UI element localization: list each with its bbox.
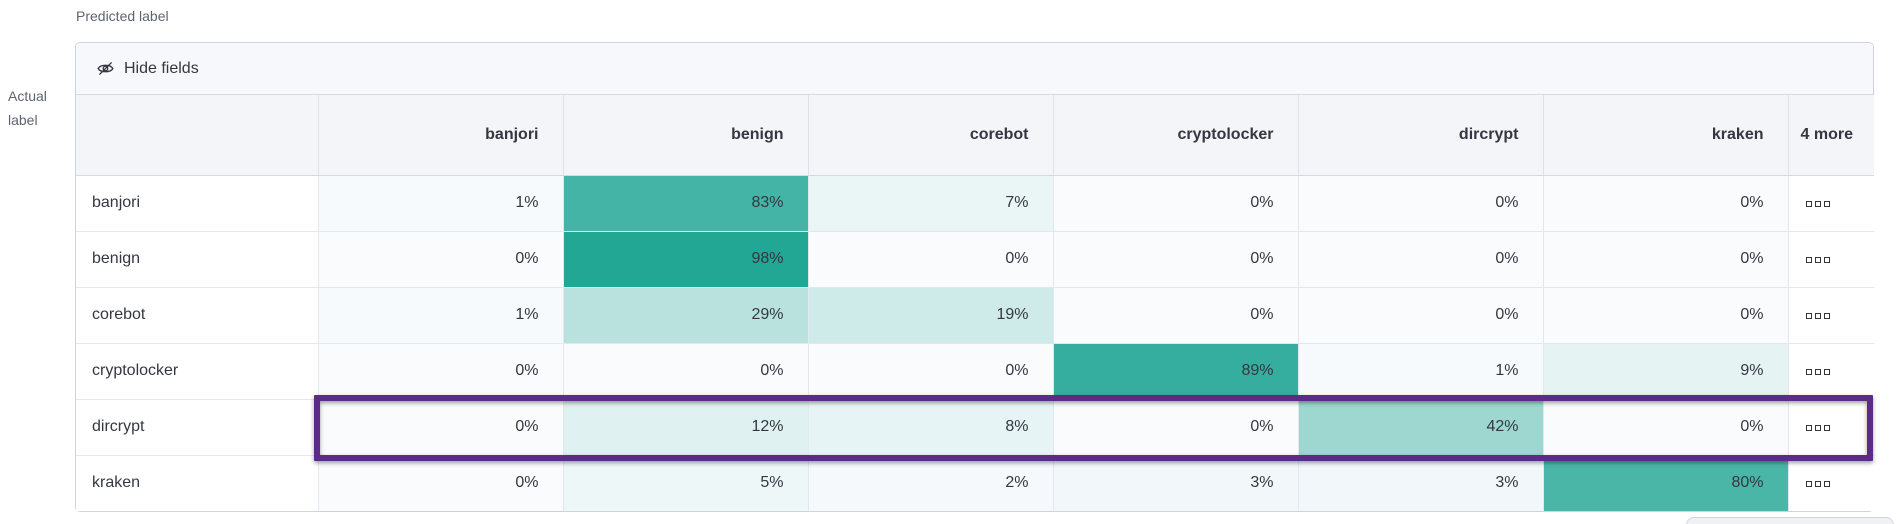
cell-kraken-kraken[interactable]: 80% — [1543, 455, 1789, 511]
column-header-banjori[interactable]: banjori — [318, 95, 564, 176]
cell-banjori-dircrypt[interactable]: 0% — [1298, 175, 1544, 232]
more-cell — [1788, 175, 1874, 232]
row-actions-button[interactable] — [1802, 477, 1834, 491]
column-header-kraken[interactable]: kraken — [1543, 95, 1789, 176]
cell-dircrypt-banjori[interactable]: 0% — [318, 399, 564, 456]
table-row-corebot: corebot 1% 29% 19% 0% 0% 0% — [76, 287, 1874, 344]
cell-kraken-banjori[interactable]: 0% — [318, 455, 564, 511]
cell-banjori-cryptolocker[interactable]: 0% — [1053, 175, 1299, 232]
cell-cryptolocker-cryptolocker[interactable]: 89% — [1053, 343, 1299, 400]
cell-kraken-corebot[interactable]: 2% — [808, 455, 1054, 511]
cell-kraken-dircrypt[interactable]: 3% — [1298, 455, 1544, 511]
cell-benign-cryptolocker[interactable]: 0% — [1053, 231, 1299, 288]
column-header-benign[interactable]: benign — [563, 95, 809, 176]
cell-kraken-benign[interactable]: 5% — [563, 455, 809, 511]
cell-banjori-benign[interactable]: 83% — [563, 175, 809, 232]
row-label-banjori[interactable]: banjori — [76, 175, 319, 232]
column-header-cryptolocker[interactable]: cryptolocker — [1053, 95, 1299, 176]
cell-cryptolocker-banjori[interactable]: 0% — [318, 343, 564, 400]
cell-corebot-cryptolocker[interactable]: 0% — [1053, 287, 1299, 344]
corner-cell — [76, 95, 319, 176]
cell-kraken-cryptolocker[interactable]: 3% — [1053, 455, 1299, 511]
cell-corebot-kraken[interactable]: 0% — [1543, 287, 1789, 344]
more-cell — [1788, 287, 1874, 344]
cell-cryptolocker-kraken[interactable]: 9% — [1543, 343, 1789, 400]
cell-banjori-kraken[interactable]: 0% — [1543, 175, 1789, 232]
hide-fields-button[interactable]: Hide fields — [90, 55, 205, 82]
actual-axis-label-line1: Actual — [8, 88, 47, 104]
grid-toolbar: Hide fields — [76, 43, 1873, 95]
cell-cryptolocker-corebot[interactable]: 0% — [808, 343, 1054, 400]
column-header-dircrypt[interactable]: dircrypt — [1298, 95, 1544, 176]
row-label-kraken[interactable]: kraken — [76, 455, 319, 511]
table-row-cryptolocker: cryptolocker 0% 0% 0% 89% 1% 9% — [76, 343, 1874, 400]
table-row-dircrypt: dircrypt 0% 12% 8% 0% 42% 0% — [76, 399, 1874, 456]
row-actions-button[interactable] — [1802, 421, 1834, 435]
data-grid-panel: Hide fields banjori benign corebot cryptolo… — [75, 42, 1874, 512]
row-label-dircrypt[interactable]: dircrypt — [76, 399, 319, 456]
cell-corebot-corebot[interactable]: 19% — [808, 287, 1054, 344]
actual-axis-label: Actual label — [8, 84, 68, 132]
row-actions-button[interactable] — [1802, 309, 1834, 323]
more-cell — [1788, 399, 1874, 456]
cell-benign-dircrypt[interactable]: 0% — [1298, 231, 1544, 288]
row-actions-button[interactable] — [1802, 197, 1834, 211]
boxes-horizontal-icon — [1805, 369, 1830, 375]
cell-benign-banjori[interactable]: 0% — [318, 231, 564, 288]
cell-benign-kraken[interactable]: 0% — [1543, 231, 1789, 288]
table-row-benign: benign 0% 98% 0% 0% 0% 0% — [76, 231, 1874, 288]
matrix-body: banjori 1% 83% 7% 0% 0% 0% benign 0% 98% 0% 0% 0% 0% c… — [76, 175, 1874, 511]
cell-dircrypt-kraken[interactable]: 0% — [1543, 399, 1789, 456]
cell-dircrypt-cryptolocker[interactable]: 0% — [1053, 399, 1299, 456]
more-cell — [1788, 231, 1874, 288]
boxes-horizontal-icon — [1805, 257, 1830, 263]
boxes-horizontal-icon — [1805, 201, 1830, 207]
cell-dircrypt-benign[interactable]: 12% — [563, 399, 809, 456]
cell-cryptolocker-benign[interactable]: 0% — [563, 343, 809, 400]
eye-closed-icon — [96, 59, 115, 78]
cell-benign-benign[interactable]: 98% — [563, 231, 809, 288]
confusion-matrix-table: banjori benign corebot cryptolocker dircrypt… — [76, 95, 1874, 511]
cell-benign-corebot[interactable]: 0% — [808, 231, 1054, 288]
actual-axis-label-line2: label — [8, 112, 38, 128]
hide-fields-label: Hide fields — [124, 59, 199, 77]
row-actions-button[interactable] — [1802, 365, 1834, 379]
table-row-kraken: kraken 0% 5% 2% 3% 3% 80% — [76, 455, 1874, 511]
row-actions-button[interactable] — [1802, 253, 1834, 267]
boxes-horizontal-icon — [1805, 425, 1830, 431]
boxes-horizontal-icon — [1805, 481, 1830, 488]
more-cell — [1788, 455, 1874, 511]
row-label-cryptolocker[interactable]: cryptolocker — [76, 343, 319, 400]
cell-corebot-dircrypt[interactable]: 0% — [1298, 287, 1544, 344]
cell-banjori-corebot[interactable]: 7% — [808, 175, 1054, 232]
table-row-banjori: banjori 1% 83% 7% 0% 0% 0% — [76, 175, 1874, 232]
matrix-header-row: banjori benign corebot cryptolocker dircrypt… — [76, 95, 1874, 176]
row-label-benign[interactable]: benign — [76, 231, 319, 288]
predicted-axis-label: Predicted label — [76, 8, 169, 24]
cell-dircrypt-dircrypt[interactable]: 42% — [1298, 399, 1544, 456]
cell-banjori-banjori[interactable]: 1% — [318, 175, 564, 232]
cell-corebot-banjori[interactable]: 1% — [318, 287, 564, 344]
cell-dircrypt-corebot[interactable]: 8% — [808, 399, 1054, 456]
boxes-horizontal-icon — [1805, 313, 1830, 319]
row-label-corebot[interactable]: corebot — [76, 287, 319, 344]
cell-corebot-benign[interactable]: 29% — [563, 287, 809, 344]
cell-cryptolocker-dircrypt[interactable]: 1% — [1298, 343, 1544, 400]
bottom-right-panel-edge — [1686, 517, 1894, 524]
column-header-corebot[interactable]: corebot — [808, 95, 1054, 176]
column-header-more[interactable]: 4 more — [1788, 95, 1874, 176]
more-cell — [1788, 343, 1874, 400]
